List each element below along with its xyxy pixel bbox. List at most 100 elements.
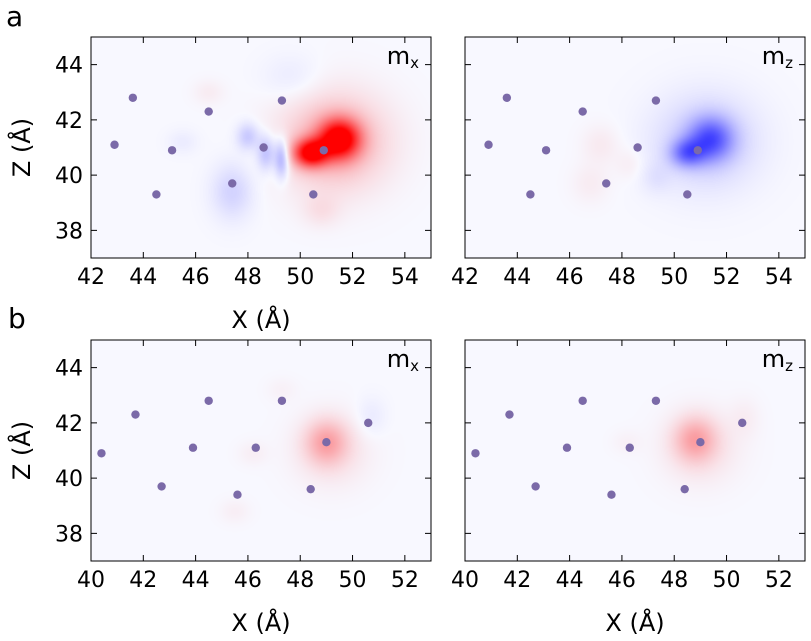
x-tick-label: 48 (234, 265, 262, 290)
atom-point (110, 140, 119, 149)
y-tick-label: 40 (55, 164, 83, 189)
atom-point (578, 107, 587, 116)
atom-point (578, 396, 587, 405)
plot-frame (464, 36, 806, 259)
plot-frame (90, 36, 432, 259)
x-tick-label: 48 (660, 568, 688, 593)
atom-point (277, 96, 287, 105)
y-tick-label: 42 (55, 109, 83, 134)
atom-point (625, 443, 634, 452)
x-tick-label: 40 (451, 568, 479, 593)
atom-point (322, 438, 331, 447)
atom-point (633, 143, 642, 152)
atom-point (188, 443, 198, 452)
atom-point (607, 490, 616, 499)
atom-point (505, 410, 514, 419)
atom-point (309, 190, 318, 199)
plot-frame (464, 339, 806, 562)
component-label-base: m (387, 345, 410, 373)
atom-point (541, 146, 551, 155)
x-tick-label: 46 (556, 265, 584, 290)
atom-point (97, 449, 106, 458)
atom-point (152, 190, 161, 199)
x-tick-label: 50 (660, 265, 688, 290)
atom-point (531, 482, 540, 491)
x-axis-title: X (Å) (231, 305, 290, 334)
x-tick-label: 50 (286, 265, 314, 290)
x-tick-label: 52 (713, 265, 741, 290)
component-label: mx (387, 345, 419, 375)
atom-point (502, 93, 512, 102)
magnetization-field (91, 340, 431, 561)
x-axis-title: X (Å) (231, 608, 290, 637)
atom-point (364, 418, 373, 428)
plot-frame (90, 339, 432, 562)
atom-point (204, 396, 213, 405)
x-tick-label: 42 (451, 265, 479, 290)
component-label-base: m (387, 42, 410, 70)
component-label-sub: x (410, 357, 419, 375)
x-tick-label: 54 (765, 265, 793, 290)
atom-point (228, 179, 237, 188)
x-tick-label: 42 (129, 568, 157, 593)
atom-point (602, 179, 611, 188)
y-axis-title: Z (Å) (7, 118, 36, 177)
x-tick-label: 44 (182, 568, 210, 593)
y-tick-label: 38 (55, 219, 83, 244)
heatmap-panel-2: 40 42 44 46 48 50 52 38 40 42 44 mx X (Å) Z (Å) (7, 339, 432, 637)
component-label-sub: z (785, 357, 793, 375)
component-label-base: m (762, 345, 785, 373)
x-tick-label: 48 (608, 265, 636, 290)
magnetization-field (465, 340, 805, 561)
atom-point (233, 490, 242, 499)
y-axis-title: Z (Å) (7, 421, 36, 480)
x-tick-label: 42 (77, 265, 105, 290)
x-tick-label: 52 (391, 568, 419, 593)
x-tick-label: 40 (77, 568, 105, 593)
x-tick-label: 46 (182, 265, 210, 290)
x-tick-label: 50 (713, 568, 741, 593)
x-tick-label: 44 (556, 568, 584, 593)
atom-point (696, 438, 705, 447)
x-tick-label: 46 (234, 568, 262, 593)
heatmap-panel-0: 42 44 46 48 50 52 54 38 40 42 44 mx X (Å) Z (Å) (7, 36, 432, 334)
heatmap-panel-3: 40 42 44 46 48 50 52 mz X (Å) (451, 339, 806, 637)
atom-point (484, 140, 493, 149)
y-tick-label: 38 (55, 522, 83, 547)
x-tick-label: 46 (608, 568, 636, 593)
y-tick-label: 44 (55, 357, 83, 382)
atom-point (167, 146, 177, 155)
component-label: mz (762, 42, 793, 72)
atom-point (204, 107, 213, 116)
atom-point (471, 449, 480, 458)
component-label-sub: z (785, 54, 793, 72)
atom-point (693, 146, 702, 155)
y-tick-label: 42 (55, 412, 83, 437)
atom-point (319, 146, 328, 155)
y-tick-label: 44 (55, 54, 83, 79)
x-tick-label: 44 (503, 265, 531, 290)
heatmap-panel-1: 42 44 46 48 50 52 54 mz (451, 36, 806, 290)
panel-letter-a: a (6, 0, 23, 33)
component-label: mz (762, 345, 793, 375)
x-tick-label: 48 (286, 568, 314, 593)
atom-point (306, 484, 315, 494)
atom-point (157, 482, 166, 491)
atom-point (131, 410, 140, 419)
atom-point (738, 418, 747, 428)
x-tick-label: 42 (503, 568, 531, 593)
atom-point (259, 143, 268, 152)
atom-point (128, 93, 138, 102)
atom-point (683, 190, 692, 199)
atom-point (526, 190, 535, 199)
atom-point (251, 443, 260, 452)
x-tick-label: 44 (129, 265, 157, 290)
atom-point (277, 396, 287, 405)
y-tick-label: 40 (55, 467, 83, 492)
component-label-sub: x (410, 54, 419, 72)
x-tick-label: 52 (765, 568, 793, 593)
x-tick-label: 50 (339, 568, 367, 593)
atom-point (651, 396, 661, 405)
atom-point (680, 484, 689, 494)
